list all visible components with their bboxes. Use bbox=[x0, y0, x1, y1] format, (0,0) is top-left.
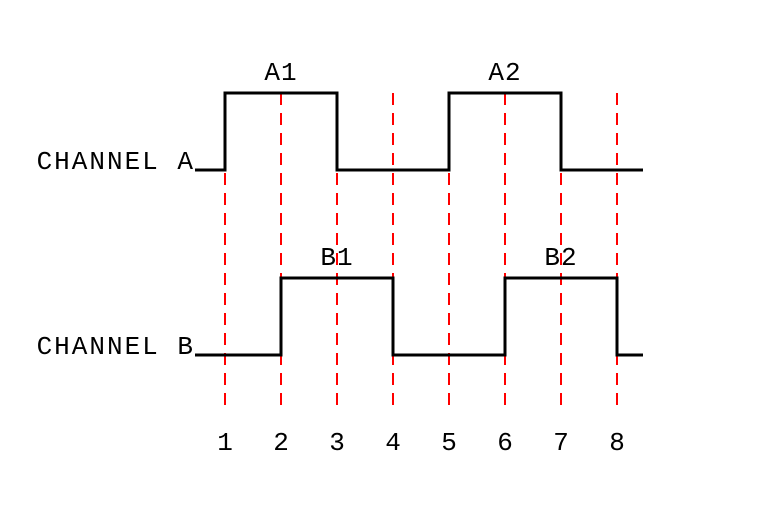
tick-label-2: 2 bbox=[273, 428, 289, 458]
tick-label-3: 3 bbox=[329, 428, 345, 458]
pulse-label-b2: B2 bbox=[544, 243, 577, 273]
tick-label-6: 6 bbox=[497, 428, 513, 458]
channel-label-b: CHANNEL B bbox=[37, 332, 195, 362]
pulse-label-a1: A1 bbox=[264, 58, 297, 88]
tick-label-1: 1 bbox=[217, 428, 233, 458]
tick-label-8: 8 bbox=[609, 428, 625, 458]
pulse-label-a2: A2 bbox=[488, 58, 521, 88]
tick-label-7: 7 bbox=[553, 428, 569, 458]
timing-diagram: 1 2 3 4 5 6 7 8 CHANNEL A CHANNEL B A1 A2 B1 B2 bbox=[0, 0, 760, 507]
channel-label-a: CHANNEL A bbox=[37, 147, 195, 177]
tick-label-4: 4 bbox=[385, 428, 401, 458]
pulse-label-b1: B1 bbox=[320, 243, 353, 273]
tick-label-5: 5 bbox=[441, 428, 457, 458]
